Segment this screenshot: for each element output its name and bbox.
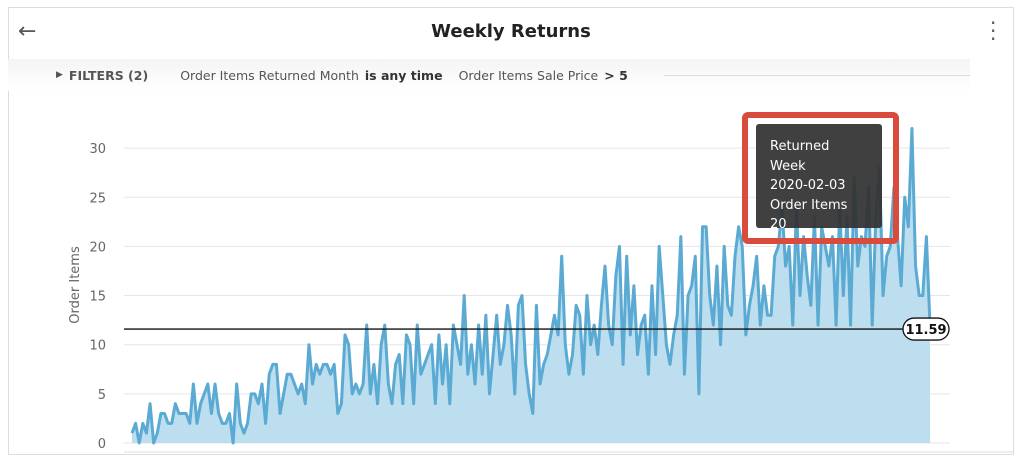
- filter-1-field: Order Items Returned Month: [180, 67, 359, 83]
- header: ← Weekly Returns · · ·: [8, 7, 1014, 59]
- tooltip: Returned Week 2020-02-03 Order Items 20: [756, 124, 882, 232]
- y-tick-label: 30: [89, 142, 106, 157]
- filter-2-field: Order Items Sale Price: [458, 67, 599, 83]
- filters-toggle[interactable]: FILTERS (2): [68, 67, 149, 83]
- y-tick-label: 25: [89, 191, 106, 206]
- page-title: Weekly Returns: [431, 21, 591, 42]
- y-tick-label: 5: [98, 388, 106, 403]
- tooltip-date: 2020-02-03: [770, 178, 846, 193]
- divider: [663, 74, 970, 76]
- reference-label: 11.59: [905, 323, 946, 338]
- y-tick-label: 0: [98, 437, 106, 452]
- filter-1-value: is any time: [364, 67, 443, 83]
- caret-right-icon[interactable]: ▶: [56, 70, 63, 80]
- kebab-icon[interactable]: · · ·: [990, 11, 997, 51]
- arrow-left-icon[interactable]: ←: [18, 19, 37, 44]
- highlight-box: [742, 112, 899, 244]
- tooltip-measure: Order Items: [770, 197, 848, 213]
- y-tick-label: 20: [89, 240, 106, 255]
- filter-2-value: > 5: [604, 67, 628, 83]
- y-axis-label: Order Items: [68, 246, 83, 324]
- reference-label-box: [902, 317, 950, 341]
- tooltip-field: Returned Week: [770, 139, 830, 174]
- area-fill: [132, 128, 930, 443]
- filters-bar: ▶ FILTERS (2) Order Items Returned Month…: [8, 59, 970, 91]
- tooltip-value: 20: [770, 217, 787, 232]
- y-tick-label: 10: [89, 339, 106, 354]
- y-tick-label: 15: [89, 290, 106, 305]
